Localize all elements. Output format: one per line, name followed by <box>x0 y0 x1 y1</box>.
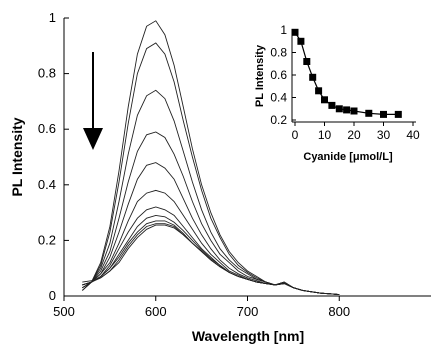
inset-y-tick-label: 0.8 <box>270 46 287 60</box>
inset-xlabel: Cyanide [μmol/L] <box>303 151 393 163</box>
spectrum-line-11 <box>82 224 340 296</box>
main-y-tick-label: 0.2 <box>38 232 56 247</box>
spectrum-line-6 <box>82 189 340 296</box>
main-x-tick-label: 800 <box>328 304 350 319</box>
inset-data-point <box>335 105 343 113</box>
inset-x-tick-label: 30 <box>377 128 391 142</box>
main-y-tick-label: 0.4 <box>38 177 56 192</box>
inset-x-tick-label: 0 <box>292 128 299 142</box>
inset-data-point <box>365 109 373 117</box>
inset-chart: 0.2 0.4 0.6 0.8 1 0 10 20 30 40 Cyanide [μmol/L]… <box>254 23 420 163</box>
inset-y-tick-label: 0.2 <box>270 113 287 127</box>
spectrum-line-5 <box>82 162 340 296</box>
inset-y-tick-label: 1 <box>280 23 287 37</box>
main-x-tick-label: 700 <box>237 304 259 319</box>
main-y-tick-label: 0 <box>49 288 56 303</box>
inset-y-tick-label: 0.4 <box>270 91 287 105</box>
inset-ylabel: PL Intensity <box>254 44 266 107</box>
inset-x-tick-label: 40 <box>406 128 420 142</box>
main-y-tick-label: 0.8 <box>38 66 56 81</box>
inset-data-point <box>328 101 336 109</box>
spectrum-line-3 <box>81 89 340 296</box>
inset-data-point <box>343 106 351 114</box>
inset-data-point <box>297 37 305 45</box>
inset-data-point <box>380 110 387 118</box>
inset-data-point <box>291 28 299 36</box>
main-ylabel: PL Intensity <box>9 117 25 196</box>
inset-data-point <box>394 110 402 118</box>
main-y-tick-label: 1 <box>49 10 56 25</box>
inset-x-tick-label: 10 <box>318 128 332 142</box>
main-xlabel: Wavelength [nm] <box>192 328 304 344</box>
inset-x-tick-label: 20 <box>347 128 361 142</box>
main-y-tick-label: 0.6 <box>38 121 56 136</box>
inset-data-point <box>315 87 323 95</box>
inset-data-point <box>309 73 317 81</box>
inset-data-point <box>321 96 328 104</box>
main-x-tick-label: 500 <box>53 304 75 319</box>
decrease-arrow-icon <box>83 52 103 150</box>
main-x-tick-label: 600 <box>145 304 167 319</box>
inset-data-point <box>303 58 311 65</box>
inset-data-point <box>350 107 358 115</box>
inset-trend-line <box>294 31 399 116</box>
inset-y-tick-label: 0.6 <box>270 68 287 82</box>
